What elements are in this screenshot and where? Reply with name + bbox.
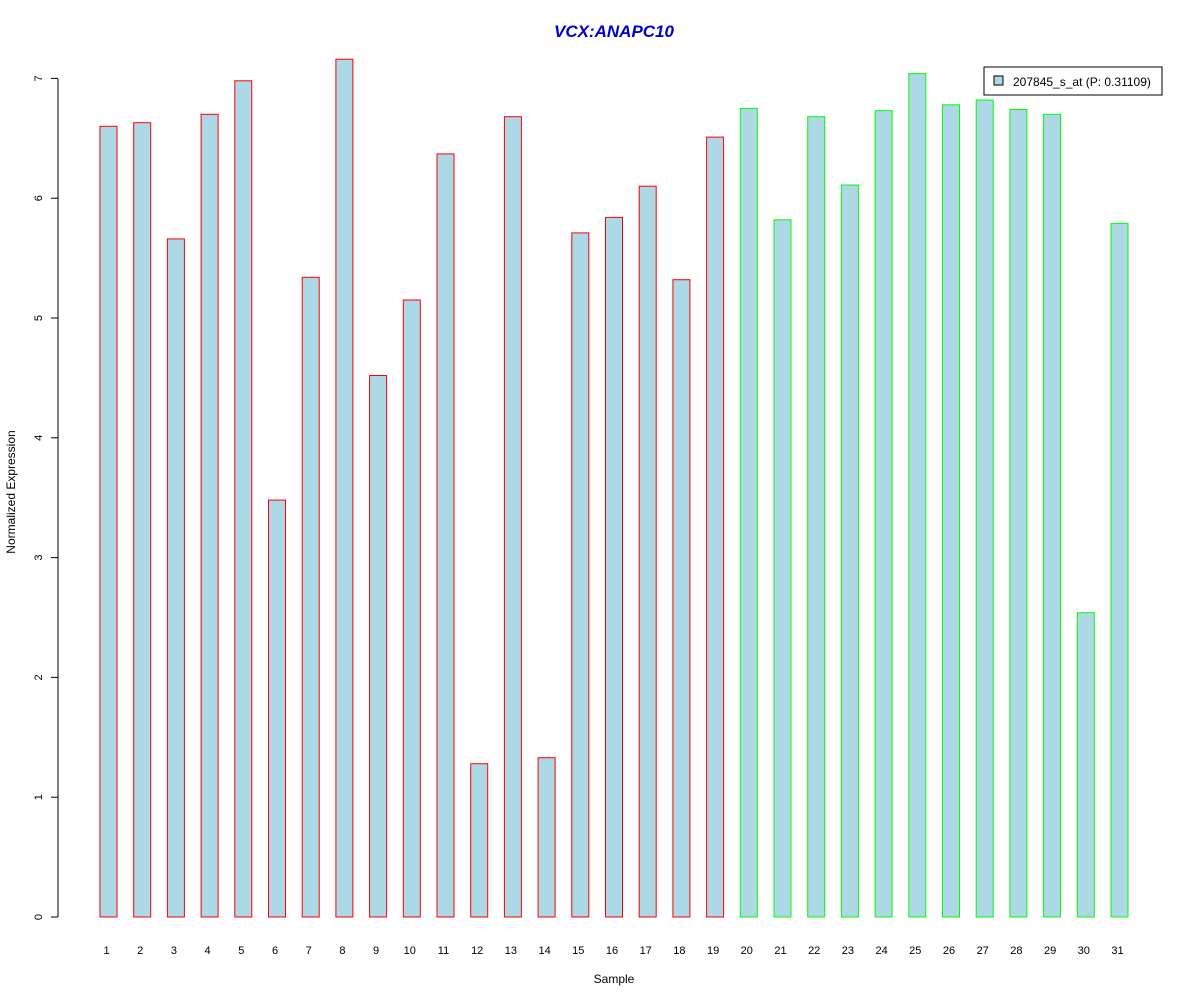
bar-sample-13 [503,116,522,918]
x-axis-tick-labels: 1 2 3 4 5 6 7 8 9 10 11 12 13 14 15 16 17 18 19 20 21 22 23 24 2… [103,945,1123,957]
bar-sample-16 [605,216,623,918]
legend-swatch [993,75,1004,86]
x-tick-label: 20 [741,945,753,957]
x-tick-label: 9 [373,945,379,957]
x-tick-label: 30 [1078,945,1090,957]
x-tick-label: 2 [137,945,143,957]
bar-sample-15 [571,232,590,918]
bar-sample-23 [840,184,859,918]
x-tick-label: 24 [875,945,887,957]
bar-sample-26 [942,104,960,918]
x-axis-label: Sample [594,972,635,986]
legend: 207845_s_at (P: 0.31109) [983,66,1163,96]
x-tick-label: 28 [1010,945,1022,957]
x-tick-label: 12 [471,945,483,957]
x-tick-label: 7 [306,945,312,957]
bar-sample-19 [706,136,725,918]
bar-sample-29 [1043,113,1062,918]
bar-sample-27 [975,99,994,918]
x-tick-label: 10 [404,945,416,957]
x-tick-label: 1 [103,945,109,957]
y-tick-label: 6 [33,195,45,201]
bar-sample-5 [234,80,253,918]
bar-sample-21 [773,219,792,918]
bar-sample-14 [537,757,556,918]
bar-sample-6 [268,499,286,918]
x-tick-label: 8 [339,945,345,957]
x-tick-label: 11 [438,945,449,957]
y-axis-ticks: 0 1 2 3 4 5 6 7 [33,75,58,920]
x-tick-label: 25 [909,945,921,957]
bar-sample-7 [301,276,320,918]
bar-sample-3 [166,238,185,918]
bar-sample-4 [200,113,219,918]
x-tick-label: 13 [505,945,517,957]
x-tick-label: 21 [774,945,786,957]
x-tick-label: 14 [538,945,550,957]
y-tick-label: 0 [33,914,45,920]
x-tick-label: 3 [171,945,177,957]
bar-sample-11 [436,153,455,918]
x-tick-label: 31 [1111,945,1123,957]
x-tick-label: 17 [640,945,652,957]
x-tick-label: 16 [606,945,618,957]
x-tick-label: 6 [272,945,278,957]
legend-box [983,66,1163,96]
legend-entry-label: 207845_s_at (P: 0.31109) [1013,75,1151,89]
x-tick-label: 15 [572,945,584,957]
bar-sample-20 [739,107,758,918]
chart-title: VCX:ANAPC10 [554,22,675,41]
bars-group [99,58,1129,918]
x-tick-label: 18 [673,945,685,957]
bar-sample-10 [402,299,421,918]
bar-sample-17 [638,185,657,918]
bar-sample-2 [133,122,152,918]
x-tick-label: 19 [707,945,719,957]
bar-sample-28 [1009,109,1028,918]
bar-sample-24 [874,110,893,918]
x-tick-label: 27 [977,945,989,957]
y-tick-label: 4 [33,435,45,441]
x-tick-label: 4 [205,945,211,957]
y-tick-label: 3 [33,555,45,561]
bar-sample-9 [369,375,388,918]
x-tick-label: 26 [943,945,955,957]
x-tick-label: 22 [808,945,820,957]
bar-sample-30 [1076,612,1095,918]
x-tick-label: 5 [238,945,244,957]
y-tick-label: 2 [33,674,45,680]
bar-sample-12 [470,763,489,918]
bar-sample-18 [672,279,691,918]
x-tick-label: 23 [842,945,854,957]
bar-sample-25 [908,73,927,918]
bar-sample-8 [335,58,354,918]
x-tick-label: 29 [1044,945,1056,957]
y-axis-label: Normalized Expression [4,430,18,553]
bar-sample-22 [807,116,826,918]
y-tick-label: 5 [33,315,45,321]
y-tick-label: 1 [33,794,45,800]
bar-sample-31 [1110,222,1129,918]
y-tick-label: 7 [33,75,45,81]
bar-sample-1 [99,125,118,918]
